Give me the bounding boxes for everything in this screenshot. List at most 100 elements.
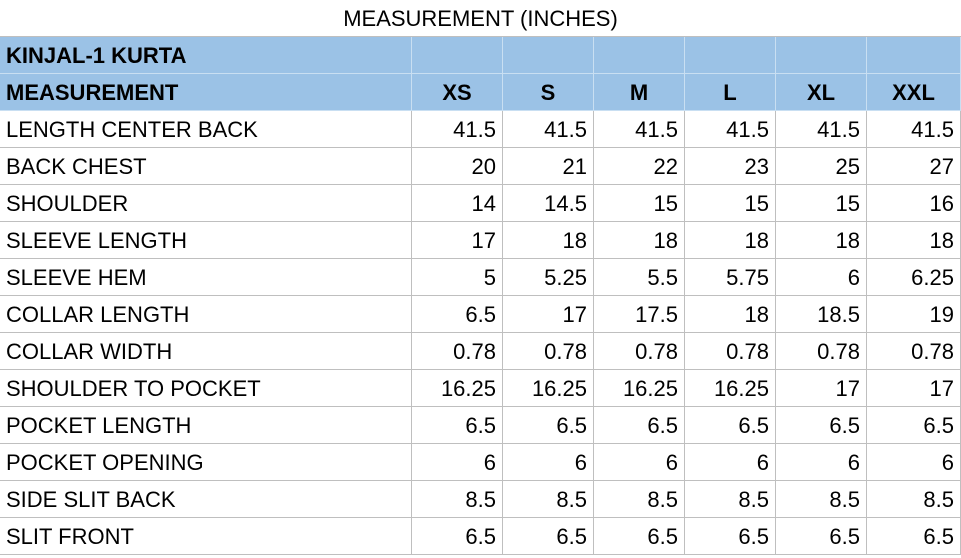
measurement-value: 8.5 <box>867 481 961 518</box>
measurement-value: 41.5 <box>685 111 776 148</box>
measurement-value: 5.75 <box>685 259 776 296</box>
measurement-value: 27 <box>867 148 961 185</box>
size-header: XXL <box>867 74 961 111</box>
measurement-value: 18 <box>685 222 776 259</box>
measurement-value: 18 <box>776 222 867 259</box>
measurement-value: 14 <box>412 185 503 222</box>
measurement-value: 17 <box>776 370 867 407</box>
measurement-value: 5.5 <box>594 259 685 296</box>
row-label: BACK CHEST <box>0 148 412 185</box>
measurement-value: 6.5 <box>594 407 685 444</box>
size-header: S <box>503 74 594 111</box>
measurement-value: 6.5 <box>776 518 867 555</box>
row-label: SLEEVE HEM <box>0 259 412 296</box>
measurement-value: 41.5 <box>776 111 867 148</box>
row-label: COLLAR LENGTH <box>0 296 412 333</box>
column-header: MEASUREMENT <box>0 74 412 111</box>
table-title: MEASUREMENT (INCHES) <box>0 0 961 37</box>
measurement-value: 6.5 <box>412 296 503 333</box>
measurement-value: 0.78 <box>776 333 867 370</box>
measurement-value: 5.25 <box>503 259 594 296</box>
row-label: COLLAR WIDTH <box>0 333 412 370</box>
measurement-value: 21 <box>503 148 594 185</box>
measurement-value: 16.25 <box>503 370 594 407</box>
blank-cell <box>776 37 867 74</box>
measurement-value: 6.5 <box>412 407 503 444</box>
measurement-value: 8.5 <box>776 481 867 518</box>
measurement-value: 6.5 <box>503 518 594 555</box>
measurement-value: 41.5 <box>594 111 685 148</box>
row-label: SLIT FRONT <box>0 518 412 555</box>
measurement-value: 6.5 <box>412 518 503 555</box>
measurement-value: 6.5 <box>685 518 776 555</box>
row-label: POCKET LENGTH <box>0 407 412 444</box>
row-label: POCKET OPENING <box>0 444 412 481</box>
measurement-value: 23 <box>685 148 776 185</box>
measurement-value: 8.5 <box>594 481 685 518</box>
measurement-value: 0.78 <box>867 333 961 370</box>
measurement-value: 6.5 <box>594 518 685 555</box>
measurement-value: 6.25 <box>867 259 961 296</box>
measurement-value: 6 <box>776 444 867 481</box>
measurement-value: 5 <box>412 259 503 296</box>
measurement-value: 15 <box>776 185 867 222</box>
measurement-value: 18.5 <box>776 296 867 333</box>
measurement-value: 16 <box>867 185 961 222</box>
measurement-value: 6 <box>685 444 776 481</box>
product-name: KINJAL-1 KURTA <box>0 37 412 74</box>
measurement-value: 18 <box>594 222 685 259</box>
blank-cell <box>503 37 594 74</box>
measurement-value: 6 <box>503 444 594 481</box>
measurement-value: 16.25 <box>412 370 503 407</box>
blank-cell <box>685 37 776 74</box>
row-label: SIDE SLIT BACK <box>0 481 412 518</box>
measurement-value: 0.78 <box>685 333 776 370</box>
measurement-value: 17.5 <box>594 296 685 333</box>
size-header: M <box>594 74 685 111</box>
measurement-value: 17 <box>412 222 503 259</box>
measurement-value: 6.5 <box>503 407 594 444</box>
size-header: L <box>685 74 776 111</box>
measurement-value: 6 <box>412 444 503 481</box>
row-label: SHOULDER TO POCKET <box>0 370 412 407</box>
measurement-value: 8.5 <box>412 481 503 518</box>
blank-cell <box>867 37 961 74</box>
measurement-value: 18 <box>867 222 961 259</box>
measurement-value: 0.78 <box>594 333 685 370</box>
measurement-value: 6.5 <box>685 407 776 444</box>
measurement-value: 19 <box>867 296 961 333</box>
measurement-value: 17 <box>867 370 961 407</box>
measurement-value: 14.5 <box>503 185 594 222</box>
measurement-value: 18 <box>685 296 776 333</box>
measurement-value: 8.5 <box>685 481 776 518</box>
measurement-value: 16.25 <box>685 370 776 407</box>
measurement-value: 25 <box>776 148 867 185</box>
measurement-value: 6 <box>867 444 961 481</box>
measurement-value: 20 <box>412 148 503 185</box>
measurement-value: 6 <box>594 444 685 481</box>
row-label: SHOULDER <box>0 185 412 222</box>
measurement-value: 15 <box>685 185 776 222</box>
blank-cell <box>412 37 503 74</box>
row-label: LENGTH CENTER BACK <box>0 111 412 148</box>
measurement-value: 22 <box>594 148 685 185</box>
row-label: SLEEVE LENGTH <box>0 222 412 259</box>
measurement-value: 0.78 <box>412 333 503 370</box>
measurement-value: 0.78 <box>503 333 594 370</box>
measurement-value: 8.5 <box>503 481 594 518</box>
measurement-value: 6.5 <box>776 407 867 444</box>
measurement-value: 41.5 <box>503 111 594 148</box>
measurement-value: 17 <box>503 296 594 333</box>
size-header: XS <box>412 74 503 111</box>
measurement-value: 16.25 <box>594 370 685 407</box>
measurement-value: 6.5 <box>867 407 961 444</box>
measurement-value: 41.5 <box>412 111 503 148</box>
measurement-value: 15 <box>594 185 685 222</box>
measurement-value: 6.5 <box>867 518 961 555</box>
size-header: XL <box>776 74 867 111</box>
measurement-value: 18 <box>503 222 594 259</box>
measurement-value: 41.5 <box>867 111 961 148</box>
blank-cell <box>594 37 685 74</box>
measurement-value: 6 <box>776 259 867 296</box>
